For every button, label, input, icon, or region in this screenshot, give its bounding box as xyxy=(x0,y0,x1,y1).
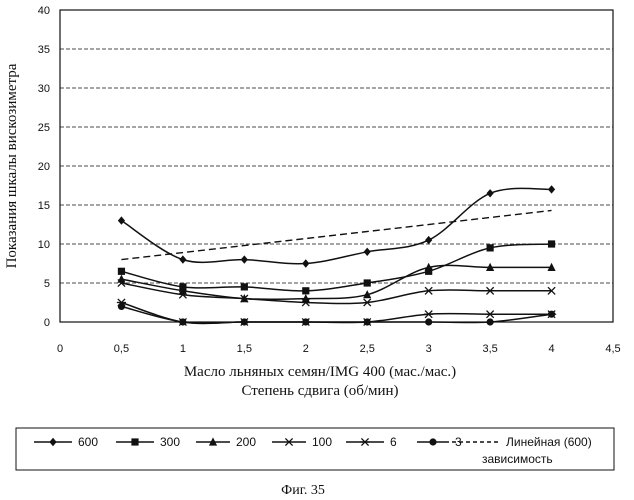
data-point-3 xyxy=(302,318,309,325)
data-point-300 xyxy=(302,287,309,294)
x-tick-label: 0,5 xyxy=(114,343,129,355)
data-point-6 xyxy=(424,311,433,318)
legend-item-100: 100 xyxy=(272,435,332,449)
series-line-600 xyxy=(121,188,551,263)
x-tick-label: 2 xyxy=(303,343,309,355)
data-point-600 xyxy=(548,185,555,193)
data-point-3 xyxy=(487,318,494,325)
y-tick-label: 25 xyxy=(38,122,50,134)
legend-label-600: 600 xyxy=(78,435,98,449)
data-point-3 xyxy=(118,303,125,310)
legend-label-6: 6 xyxy=(390,435,397,449)
y-tick-label: 0 xyxy=(44,317,50,329)
legend-item-200: 200 xyxy=(196,435,256,449)
data-point-200 xyxy=(117,275,125,283)
data-point-3 xyxy=(179,318,186,325)
x-tick-label: 0 xyxy=(57,343,63,355)
data-point-3 xyxy=(241,318,248,325)
x-tick-label: 3 xyxy=(426,343,432,355)
legend-marker-6 xyxy=(360,438,369,445)
data-point-3 xyxy=(425,318,432,325)
data-point-3 xyxy=(364,318,371,325)
y-axis-ticks: 0 5 10 15 20 25 30 35 40 xyxy=(38,5,50,329)
data-point-600 xyxy=(364,248,371,256)
data-point-600 xyxy=(241,255,248,263)
legend-label-trendline: Линейная (600) xyxy=(506,435,592,449)
legend-label-trendline-line2: зависимость xyxy=(482,452,553,466)
x-tick-label: 1,5 xyxy=(237,343,252,355)
data-point-600 xyxy=(425,236,432,244)
x-tick-label: 2,5 xyxy=(360,343,375,355)
legend-marker-3 xyxy=(429,438,436,445)
series-layer xyxy=(117,185,556,325)
legend-item-trendline: Линейная (600) xyxy=(452,435,592,449)
legend: 60030020010063Линейная (600) xyxy=(34,435,592,449)
y-tick-label: 35 xyxy=(38,44,50,56)
x-tick-label: 4,5 xyxy=(605,343,620,355)
x-axis-ticks: 0 0,5 1 1,5 2 2,5 3 3,5 4 4,5 xyxy=(57,343,621,355)
legend-label-100: 100 xyxy=(312,435,332,449)
y-tick-label: 20 xyxy=(38,161,50,173)
legend-marker-600 xyxy=(49,438,56,446)
legend-label-300: 300 xyxy=(160,435,180,449)
series-600 xyxy=(118,185,555,268)
y-tick-label: 30 xyxy=(38,83,50,95)
legend-item-600: 600 xyxy=(34,435,98,449)
data-point-300 xyxy=(548,240,555,247)
legend-marker-300 xyxy=(131,438,138,445)
data-point-600 xyxy=(118,216,125,224)
figure-caption: Фиг. 35 xyxy=(281,483,325,498)
data-point-3 xyxy=(548,311,555,318)
y-tick-label: 5 xyxy=(44,278,50,290)
data-point-600 xyxy=(487,189,494,197)
data-point-600 xyxy=(302,259,309,267)
x-axis-title-line1: Масло льняных семян/IMG 400 (мас./мас.) xyxy=(184,364,456,380)
data-point-300 xyxy=(487,244,494,251)
legend-label-200: 200 xyxy=(236,435,256,449)
legend-item-300: 300 xyxy=(116,435,180,449)
data-point-600 xyxy=(179,255,186,263)
y-tick-label: 40 xyxy=(38,5,50,17)
y-axis-title: Показания шкалы вискозиметра xyxy=(4,63,20,268)
grid-lines xyxy=(60,49,613,283)
x-tick-label: 1 xyxy=(180,343,186,355)
x-tick-label: 3,5 xyxy=(482,343,497,355)
x-tick-label: 4 xyxy=(548,343,554,355)
data-point-6 xyxy=(486,311,495,318)
data-point-300 xyxy=(364,279,371,286)
trendline-600 xyxy=(121,210,551,259)
y-tick-label: 10 xyxy=(38,239,50,251)
x-axis-title-line2: Степень сдвига (об/мин) xyxy=(241,383,398,399)
legend-item-6: 6 xyxy=(346,435,397,449)
y-tick-label: 15 xyxy=(38,200,50,212)
data-point-300 xyxy=(118,268,125,275)
data-point-300 xyxy=(241,283,248,290)
trendline-layer xyxy=(121,210,551,259)
series-200 xyxy=(117,263,555,302)
